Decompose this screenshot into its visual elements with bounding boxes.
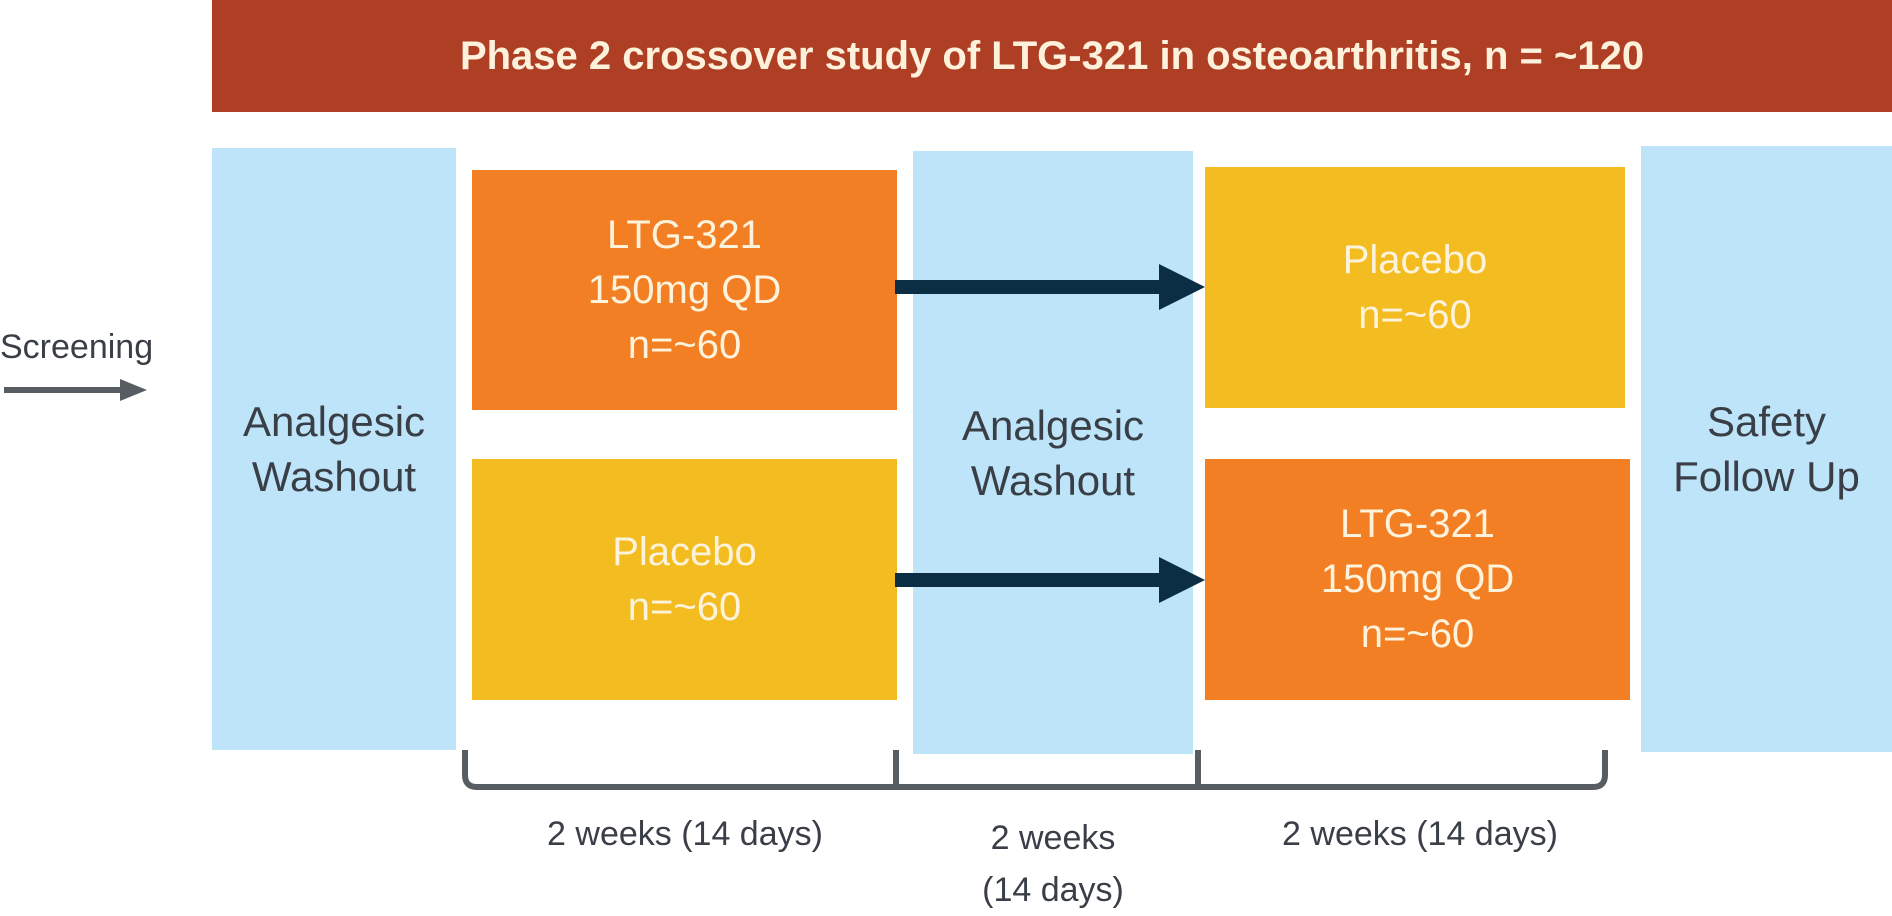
screening-label: Screening bbox=[0, 328, 154, 366]
period-1-drug-n: n=~60 bbox=[627, 322, 742, 367]
period-2-duration: 2 weeks (14 days) bbox=[1282, 815, 1558, 853]
follow-up-line2: Follow Up bbox=[1673, 453, 1860, 500]
period-1-placebo-name: Placebo bbox=[612, 529, 757, 574]
washout-column-1: Analgesic Washout bbox=[212, 148, 456, 750]
period-2-placebo-n: n=~60 bbox=[1358, 292, 1472, 337]
study-title-banner: Phase 2 crossover study of LTG-321 in os… bbox=[212, 0, 1892, 112]
period-2-drug-dose: 150mg QD bbox=[1320, 557, 1515, 601]
period-2-drug-n: n=~60 bbox=[1360, 612, 1475, 656]
period-2-drug-box: LTG-321 150mg QD n=~60 bbox=[1205, 459, 1630, 700]
period-2-placebo-box: Placebo n=~60 bbox=[1205, 167, 1625, 408]
follow-up-line1: Safety bbox=[1706, 398, 1827, 445]
period-1-drug-dose: 150mg QD bbox=[587, 267, 782, 312]
washout-duration-line1: 2 weeks bbox=[990, 819, 1116, 857]
period-1-drug-name: LTG-321 bbox=[607, 212, 762, 257]
washout-2-line1: Analgesic bbox=[961, 401, 1145, 449]
crossover-arrow-top bbox=[895, 264, 1205, 310]
screening-arrow bbox=[4, 379, 147, 401]
period-2-drug-name: LTG-321 bbox=[1340, 502, 1495, 546]
washout-1-line2: Washout bbox=[251, 453, 417, 500]
crossover-arrow-bottom bbox=[895, 557, 1205, 603]
washout-duration-line2: (14 days) bbox=[982, 871, 1124, 909]
period-1-drug-box: LTG-321 150mg QD n=~60 bbox=[472, 170, 897, 410]
washout-column-2: Analgesic Washout bbox=[913, 151, 1193, 754]
washout-1-line1: Analgesic bbox=[242, 398, 426, 445]
period-1-duration: 2 weeks (14 days) bbox=[547, 815, 823, 853]
period-1-placebo-box: Placebo n=~60 bbox=[472, 459, 897, 700]
washout-duration: 2 weeks (14 days) bbox=[913, 812, 1193, 916]
timeline-bracket bbox=[462, 750, 1608, 790]
period-1-placebo-n: n=~60 bbox=[627, 584, 742, 629]
period-2-placebo-name: Placebo bbox=[1342, 237, 1488, 282]
washout-2-line2: Washout bbox=[970, 456, 1136, 504]
follow-up-column: Safety Follow Up bbox=[1641, 146, 1892, 752]
study-title: Phase 2 crossover study of LTG-321 in os… bbox=[459, 33, 1645, 78]
